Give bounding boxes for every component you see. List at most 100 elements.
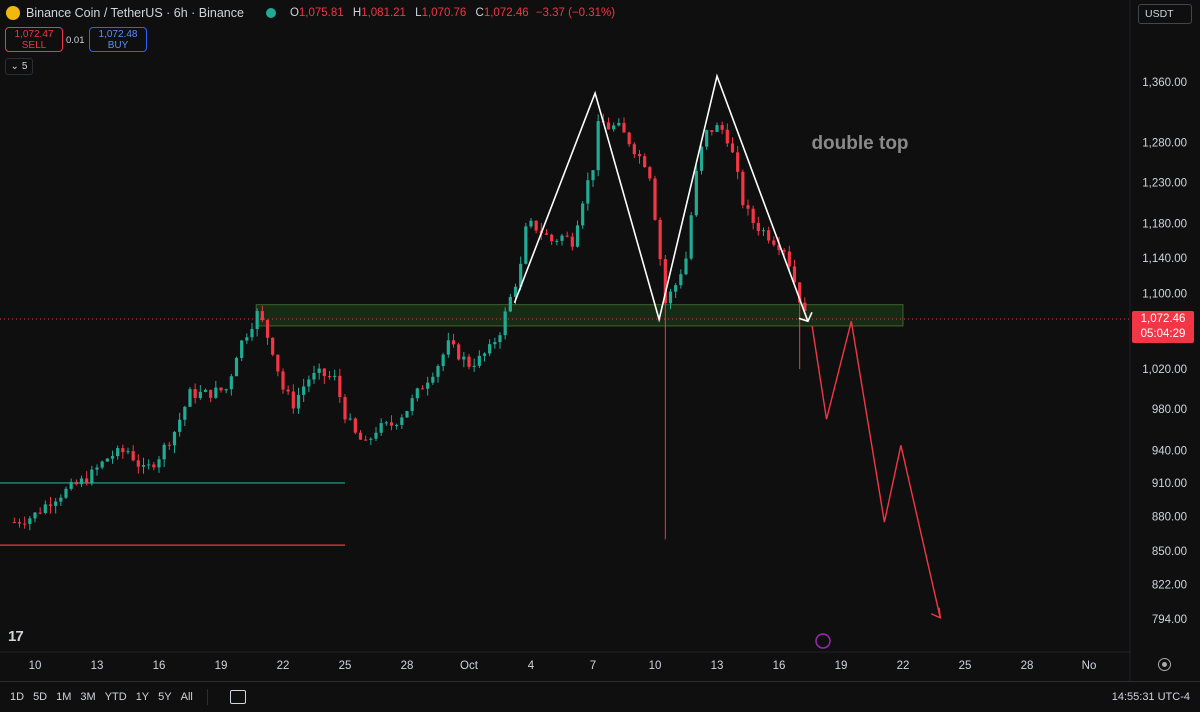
currency-label: USDT: [1145, 8, 1174, 20]
time-tick-label: 13: [91, 660, 104, 672]
candle-body: [250, 329, 254, 338]
candle-body: [457, 344, 461, 360]
candle-body: [209, 389, 213, 398]
symbol-title[interactable]: Binance Coin / TetherUS · 6h · Binance: [26, 6, 244, 20]
candle-body: [12, 522, 16, 524]
indicators-toggle[interactable]: ⌄ 5: [5, 58, 33, 75]
change-value: −3.37 (−0.31%): [535, 7, 616, 19]
candle-body: [395, 424, 399, 426]
candle-body: [234, 357, 239, 377]
pattern-label: double top: [811, 133, 908, 154]
candle-body: [369, 438, 373, 440]
candle-body: [245, 337, 249, 341]
candle-body: [291, 391, 295, 409]
candle-body: [90, 469, 94, 484]
candle-body: [302, 386, 306, 395]
pattern-arrow-head: [798, 311, 813, 323]
projection-path: [811, 321, 941, 618]
buy-button[interactable]: 1,072.48 BUY: [89, 27, 147, 52]
candle-body: [271, 337, 275, 355]
currency-select[interactable]: USDT: [1138, 4, 1192, 24]
low-value: 1,070.76: [421, 7, 467, 19]
tradingview-logo-icon[interactable]: 17: [8, 628, 24, 645]
time-tick-label: 10: [649, 660, 662, 672]
candle-body: [188, 389, 192, 407]
candle-body: [116, 448, 120, 457]
divider: [206, 689, 208, 705]
range-1m[interactable]: 1M: [56, 691, 72, 703]
price-tick-label: 850.00: [1152, 546, 1187, 558]
candle-body: [513, 286, 518, 297]
time-tick-label: 28: [1021, 660, 1034, 672]
candle-body: [193, 389, 197, 398]
candle-body: [384, 422, 388, 424]
candle-body: [550, 234, 554, 242]
candle-body: [689, 215, 693, 259]
double-top-pattern: [513, 73, 809, 323]
calendar-icon[interactable]: [229, 690, 246, 704]
candle-body: [694, 170, 698, 216]
candle-body: [167, 444, 171, 446]
candle-body: [152, 464, 156, 468]
candle-body: [555, 240, 559, 242]
time-tick-label: 16: [773, 660, 786, 672]
gear-icon[interactable]: [1158, 658, 1171, 671]
candle-body: [653, 178, 657, 220]
candle-body: [276, 354, 280, 372]
sell-button[interactable]: 1,072.47 SELL: [5, 27, 63, 52]
candle-body: [79, 478, 84, 485]
price-tick-label: 1,280.00: [1142, 137, 1187, 149]
candle-body: [730, 143, 735, 153]
candle-body: [446, 340, 450, 355]
candle-body: [803, 302, 807, 312]
open-label: O: [289, 7, 299, 19]
candle-body: [426, 382, 430, 389]
candle-body: [229, 376, 233, 390]
candle-body: [524, 226, 528, 264]
candle-body: [100, 461, 104, 468]
candle-body: [327, 376, 332, 378]
range-all[interactable]: All: [180, 691, 193, 703]
clock[interactable]: 14:55:31 UTC-4: [1111, 691, 1190, 703]
candle-body: [565, 235, 569, 237]
candle-body: [240, 340, 244, 358]
candle-body: [767, 230, 771, 241]
candle-body: [147, 464, 151, 466]
range-1d[interactable]: 1D: [10, 691, 25, 703]
candle-body: [436, 366, 440, 377]
candle-body: [38, 512, 42, 514]
range-1y[interactable]: 1Y: [135, 691, 150, 703]
candle-body: [136, 460, 140, 467]
candle-body: [121, 448, 125, 453]
candle-body: [281, 371, 285, 390]
candle-body: [162, 444, 166, 460]
range-5d[interactable]: 5D: [33, 691, 48, 703]
candle-body: [74, 482, 78, 485]
time-tick-label: Oct: [460, 660, 479, 672]
range-5y[interactable]: 5Y: [158, 691, 172, 703]
range-ytd[interactable]: YTD: [104, 691, 127, 703]
candle-body: [389, 422, 394, 426]
candle-body: [178, 419, 182, 432]
candle-body: [736, 152, 740, 172]
candle-body: [172, 431, 177, 446]
candle-body: [157, 459, 161, 468]
candle-body: [519, 263, 523, 287]
candle-body: [482, 353, 487, 356]
spread-value: 0.01: [66, 35, 85, 46]
candle-body: [364, 439, 368, 441]
candle-body: [472, 365, 476, 367]
indicators-count: 5: [21, 61, 28, 72]
candle-body: [198, 391, 202, 398]
candle-body: [431, 376, 435, 383]
time-tick-label: 19: [215, 660, 228, 672]
time-tick-label: 19: [835, 660, 848, 672]
candle-body: [43, 504, 47, 513]
candle-body: [756, 223, 760, 232]
candle-body: [265, 320, 270, 338]
candle-body: [575, 225, 580, 247]
time-tick-label: 22: [897, 660, 910, 672]
replay-icon: [815, 633, 831, 649]
range-3m[interactable]: 3M: [80, 691, 96, 703]
